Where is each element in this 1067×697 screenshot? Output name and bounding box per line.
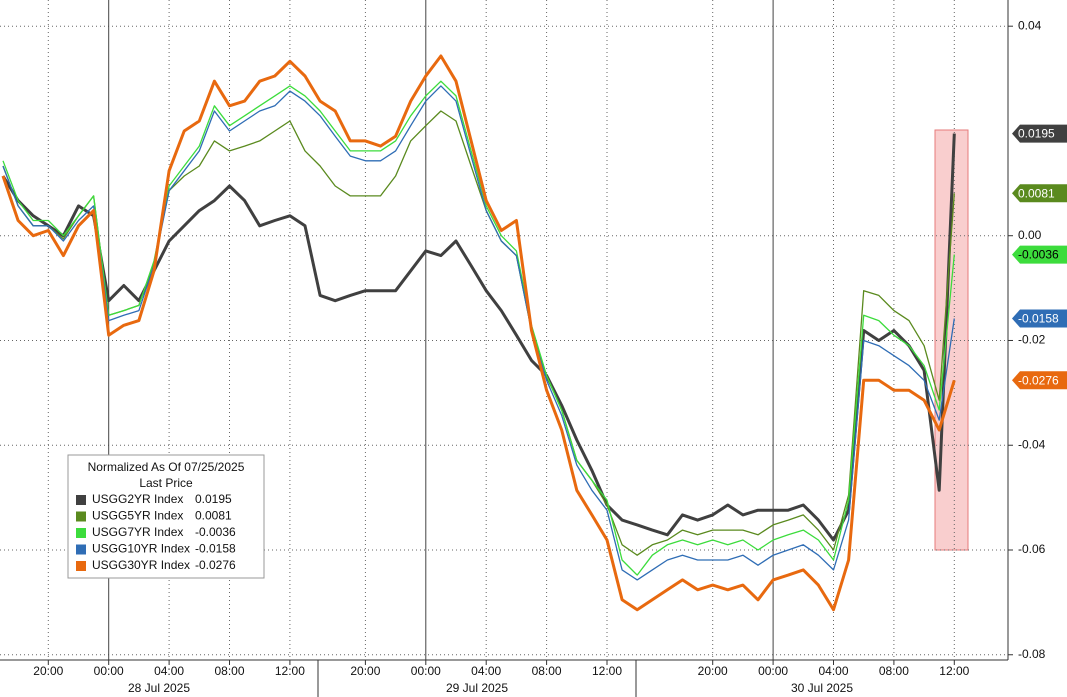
legend-swatch — [76, 544, 86, 555]
value-tag — [1012, 124, 1067, 143]
legend-box — [67, 454, 265, 579]
x-tick-label: 04:00 — [471, 664, 501, 678]
series-line — [1, 133, 956, 542]
legend-title: Normalized As Of 07/25/2025 — [88, 460, 245, 474]
x-tick-label: 20:00 — [698, 664, 728, 678]
legend-label: USGG10YR Index — [92, 542, 190, 556]
legend-label: USGG7YR Index — [92, 525, 183, 539]
x-tick-label: 04:00 — [818, 664, 848, 678]
x-tick-label: 12:00 — [275, 664, 305, 678]
x-tick-label: 20:00 — [33, 664, 63, 678]
legend-label: USGG30YR Index — [92, 558, 190, 572]
x-tick-label: 12:00 — [939, 664, 969, 678]
value-tag-label: -0.0036 — [1018, 248, 1059, 262]
x-tick-label: 08:00 — [532, 664, 562, 678]
legend-swatch — [76, 561, 86, 571]
x-group-label: 30 Jul 2025 — [791, 681, 853, 695]
x-tick-label: 00:00 — [94, 664, 124, 678]
x-tick-label: 12:00 — [592, 664, 622, 678]
legend-swatch — [76, 511, 86, 522]
x-tick-label: 08:00 — [879, 664, 909, 678]
value-tag-label: 0.0081 — [1018, 186, 1055, 200]
legend-swatch — [76, 495, 86, 505]
legend-value: -0.0276 — [195, 558, 236, 572]
y-tick-label: -0.04 — [1018, 437, 1046, 451]
value-tag — [1012, 371, 1067, 390]
value-tag-label: 0.0195 — [1018, 127, 1055, 141]
value-tag — [1012, 184, 1067, 203]
x-group-label: 28 Jul 2025 — [128, 681, 190, 695]
y-tick-label: -0.06 — [1018, 542, 1046, 556]
legend-value: 0.0081 — [195, 509, 232, 523]
x-tick-label: 04:00 — [154, 664, 184, 678]
legend-label: USGG5YR Index — [92, 509, 183, 523]
value-tag-label: -0.0276 — [1018, 373, 1059, 387]
y-tick-label: -0.08 — [1018, 647, 1046, 661]
legend-value: -0.0158 — [195, 542, 236, 556]
x-group-label: 29 Jul 2025 — [446, 681, 508, 695]
x-tick-label: 20:00 — [350, 664, 380, 678]
legend-subtitle: Last Price — [139, 476, 193, 490]
value-tag — [1012, 245, 1067, 264]
x-tick-label: 00:00 — [411, 664, 441, 678]
y-tick-label: 0.04 — [1018, 18, 1042, 32]
legend: Normalized As Of 07/25/2025 Last Price U… — [67, 454, 265, 579]
x-tick-label: 08:00 — [214, 664, 244, 678]
value-tag-label: -0.0158 — [1018, 312, 1059, 326]
value-tag — [1012, 309, 1067, 328]
x-tick-label: 00:00 — [758, 664, 788, 678]
legend-value: 0.0195 — [195, 492, 232, 506]
legend-swatch — [76, 528, 86, 538]
y-tick-label: -0.02 — [1018, 333, 1046, 347]
legend-label: USGG2YR Index — [92, 492, 183, 506]
y-tick-label: 0.00 — [1018, 228, 1042, 242]
legend-value: -0.0036 — [195, 525, 236, 539]
series-line — [1, 54, 956, 612]
